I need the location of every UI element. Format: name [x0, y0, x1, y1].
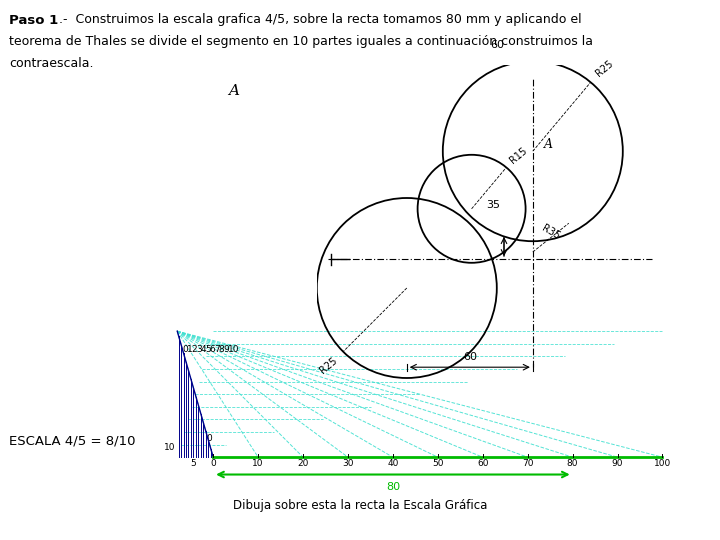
- Text: .-  Construimos la escala grafica 4/5, sobre la recta tomamos 80 mm y aplicando : .- Construimos la escala grafica 4/5, so…: [59, 14, 582, 26]
- Text: R25: R25: [594, 58, 616, 79]
- Text: 20: 20: [297, 459, 309, 468]
- Text: 10: 10: [228, 345, 239, 354]
- Text: 50: 50: [432, 459, 444, 468]
- Text: 5: 5: [190, 459, 196, 468]
- Text: 4: 4: [201, 345, 206, 354]
- Text: 60: 60: [490, 40, 504, 50]
- Text: contraescala.: contraescala.: [9, 57, 94, 70]
- Text: 35: 35: [487, 200, 500, 210]
- Text: 90: 90: [612, 459, 624, 468]
- Text: 0: 0: [210, 459, 216, 468]
- Text: 70: 70: [522, 459, 534, 468]
- Text: 3: 3: [196, 345, 202, 354]
- Text: ESCALA 4/5 = 8/10: ESCALA 4/5 = 8/10: [9, 435, 136, 448]
- Text: A: A: [544, 138, 553, 151]
- Text: 0: 0: [183, 345, 189, 354]
- Text: teorema de Thales se divide el segmento en 10 partes iguales a continuación cons: teorema de Thales se divide el segmento …: [9, 35, 593, 48]
- Text: 9: 9: [223, 345, 229, 354]
- Text: 80: 80: [567, 459, 578, 468]
- Text: 7: 7: [214, 345, 220, 354]
- Text: R25: R25: [318, 355, 340, 375]
- Text: 100: 100: [654, 459, 671, 468]
- Text: 80: 80: [386, 482, 400, 492]
- Text: Paso 1: Paso 1: [9, 14, 58, 26]
- Text: 2: 2: [192, 345, 197, 354]
- Text: 40: 40: [387, 459, 399, 468]
- Text: 60: 60: [477, 459, 488, 468]
- Text: 1: 1: [187, 345, 193, 354]
- Text: A: A: [228, 84, 240, 98]
- Text: R35: R35: [540, 223, 562, 241]
- Text: 0: 0: [206, 434, 212, 443]
- Text: 60: 60: [463, 352, 477, 362]
- Text: 5: 5: [205, 345, 211, 354]
- Text: 10: 10: [164, 443, 176, 451]
- Text: 30: 30: [342, 459, 354, 468]
- Text: R15: R15: [508, 146, 529, 166]
- Text: Dibuja sobre esta la recta la Escala Gráfica: Dibuja sobre esta la recta la Escala Grá…: [233, 500, 487, 512]
- Text: 10: 10: [253, 459, 264, 468]
- Text: 8: 8: [219, 345, 225, 354]
- Text: 6: 6: [210, 345, 215, 354]
